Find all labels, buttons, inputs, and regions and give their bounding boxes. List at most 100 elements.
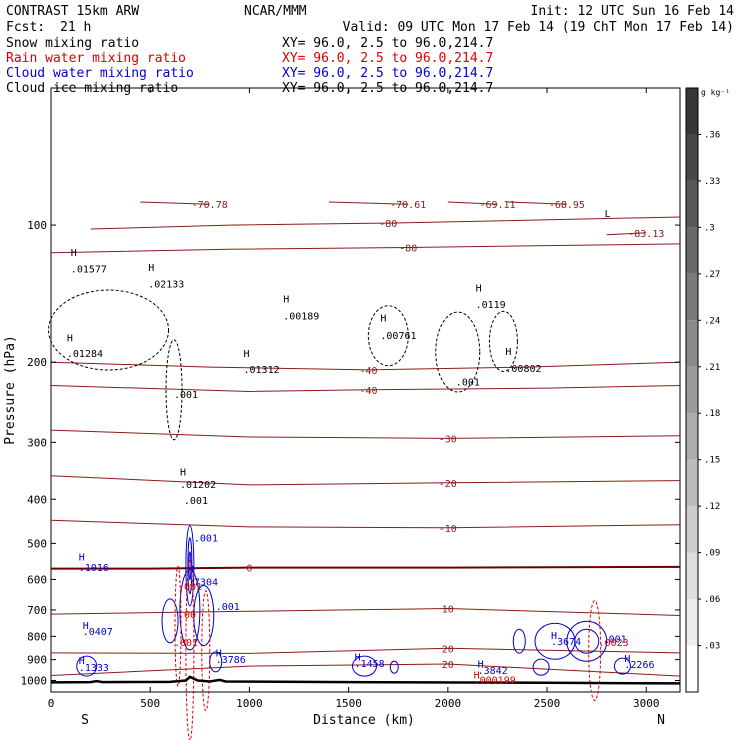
maximum-label: H [505, 347, 511, 358]
maximum-label: H [624, 654, 630, 665]
maximum-label: H [67, 333, 73, 344]
colorbar-swatch [686, 459, 698, 507]
temperature-contours: -80 -70.78 -70.61 -69.11 -68.95 -83.13 -80 -40 -… [50, 200, 681, 677]
figure-header: CONTRAST 15km ARW NCAR/MMM Init: 12 UTC … [6, 4, 734, 96]
maximum-label: .001 [174, 390, 198, 401]
cloud-water-contour [532, 658, 550, 676]
y-tick-label: 100 [27, 219, 47, 232]
field-xy-rain: XY= 96.0, 2.5 to 96.0,214.7 [282, 51, 493, 66]
maximum-label: .001 [178, 582, 202, 593]
isotherm-label: -83.13 [628, 229, 664, 240]
maximum-label: .00189 [283, 311, 319, 322]
cloud-ice-contour [367, 305, 409, 367]
terrain [50, 675, 681, 685]
maximum-label: H [216, 648, 222, 659]
maximum-label: .00761 [380, 331, 416, 342]
colorbar-tick-label: .06 [704, 595, 720, 605]
maximum-label: L [605, 209, 611, 220]
maximum-label: .01312 [244, 365, 280, 376]
cloud-water-contour [193, 585, 215, 647]
terrain-line [50, 675, 681, 685]
field-name-rain: Rain water mixing ratio [6, 51, 186, 66]
maximum-label: .1016 [79, 563, 109, 574]
colorbar-tick-label: .12 [704, 502, 720, 512]
rain-water-contour [588, 600, 602, 702]
colorbar-frame [685, 87, 699, 693]
isotherm-line [50, 663, 681, 677]
maximum-label: .001 [456, 378, 480, 389]
isotherm-line [328, 201, 409, 205]
maximum-label: .001 [216, 602, 240, 613]
isotherm-line [447, 201, 498, 205]
maximum-label: .0407 [83, 627, 113, 638]
colorbar-swatch [686, 366, 698, 414]
colorbar: .03 .06 .09 .12 .15 .18 .21 .24 .27 .3 .33 .36 [685, 87, 720, 693]
colorbar-tick-label: .24 [704, 316, 720, 326]
y-tick-label: 400 [27, 493, 47, 506]
isotherm-line [50, 647, 681, 654]
maximum-label: .02133 [148, 279, 184, 290]
x-axis-south-label: S [81, 713, 89, 728]
y-tick-label: 1000 [21, 674, 48, 687]
cloud-water-contour [512, 628, 526, 654]
y-tick-label: 900 [27, 654, 47, 667]
isotherm-label: -30 [439, 434, 457, 445]
colorbar-tick-label: .09 [704, 549, 720, 559]
isotherm-line [140, 201, 210, 205]
isotherm-label: -40 [359, 386, 377, 397]
maximum-label: .01202 [180, 480, 216, 491]
maximum-label: H [71, 248, 77, 259]
cloud-water-contour [161, 598, 179, 644]
cloud-ice-contour [48, 289, 170, 371]
isotherm-label: -20 [439, 479, 457, 490]
isotherm-label: -40 [359, 366, 377, 377]
init-time: Init: 12 UTC Sun 16 Feb 14 [531, 4, 735, 19]
maximum-label: .7304 [188, 577, 218, 588]
x-axis-title: Distance (km) [313, 713, 415, 728]
colorbar-swatch [686, 273, 698, 321]
isotherm-label: -69.11 [479, 200, 515, 211]
maximum-label: H [283, 295, 289, 306]
maximum-label: .001 [603, 634, 627, 645]
cloud-ice-contour [435, 311, 481, 393]
maximum-label: .1333 [79, 663, 109, 674]
isotherm-label: -80 [399, 244, 417, 255]
field-name-cloud-water: Cloud water mixing ratio [6, 66, 194, 81]
maximum-label: .01577 [71, 264, 107, 275]
colorbar-swatch [686, 320, 698, 367]
isotherm-label: -80 [379, 219, 397, 230]
maximum-label: H [380, 314, 386, 325]
maximum-label: .01284 [67, 349, 103, 360]
colorbar-unit: g kg⁻¹ [701, 88, 730, 97]
maximum-label: .3674 [551, 637, 581, 648]
cloud-water-contour [187, 537, 193, 595]
colorbar-swatch [686, 599, 698, 646]
isotherm-line [50, 429, 681, 439]
plot-frame [50, 87, 681, 693]
colorbar-tick-label: .33 [704, 177, 720, 187]
maximum-label: .000199 [474, 675, 516, 686]
maximum-label: .00 [178, 610, 196, 621]
cloud-water-contour [76, 655, 98, 677]
x-tick-label: 500 [140, 697, 160, 710]
y-tick-label: 200 [27, 356, 47, 369]
colorbar-tick-label: .15 [704, 456, 720, 466]
maximum-label: H [79, 552, 85, 563]
colorbar-tick-label: .27 [704, 270, 720, 280]
colorbar-swatch [686, 134, 698, 181]
hydrometeor-contours [48, 289, 631, 740]
colorbar-swatch [686, 180, 698, 228]
axes: 0 500 1000 1500 2000 2500 30001002003004005006… [21, 88, 680, 710]
cloud-water-contour [574, 628, 600, 654]
cloud-water-contour [352, 655, 378, 677]
isotherm-label: 10 [442, 605, 454, 616]
isotherm-label: -10 [439, 524, 457, 535]
maximum-label: .00802 [505, 364, 541, 375]
x-tick-label: 1500 [335, 697, 362, 710]
y-tick-label: 800 [27, 630, 47, 643]
maximum-label: H [79, 656, 85, 667]
isotherm-line [50, 361, 681, 371]
maxima-labels: H .01577 H .02133 H .01284 H .00189 H .01312 .001 H… [67, 209, 655, 686]
